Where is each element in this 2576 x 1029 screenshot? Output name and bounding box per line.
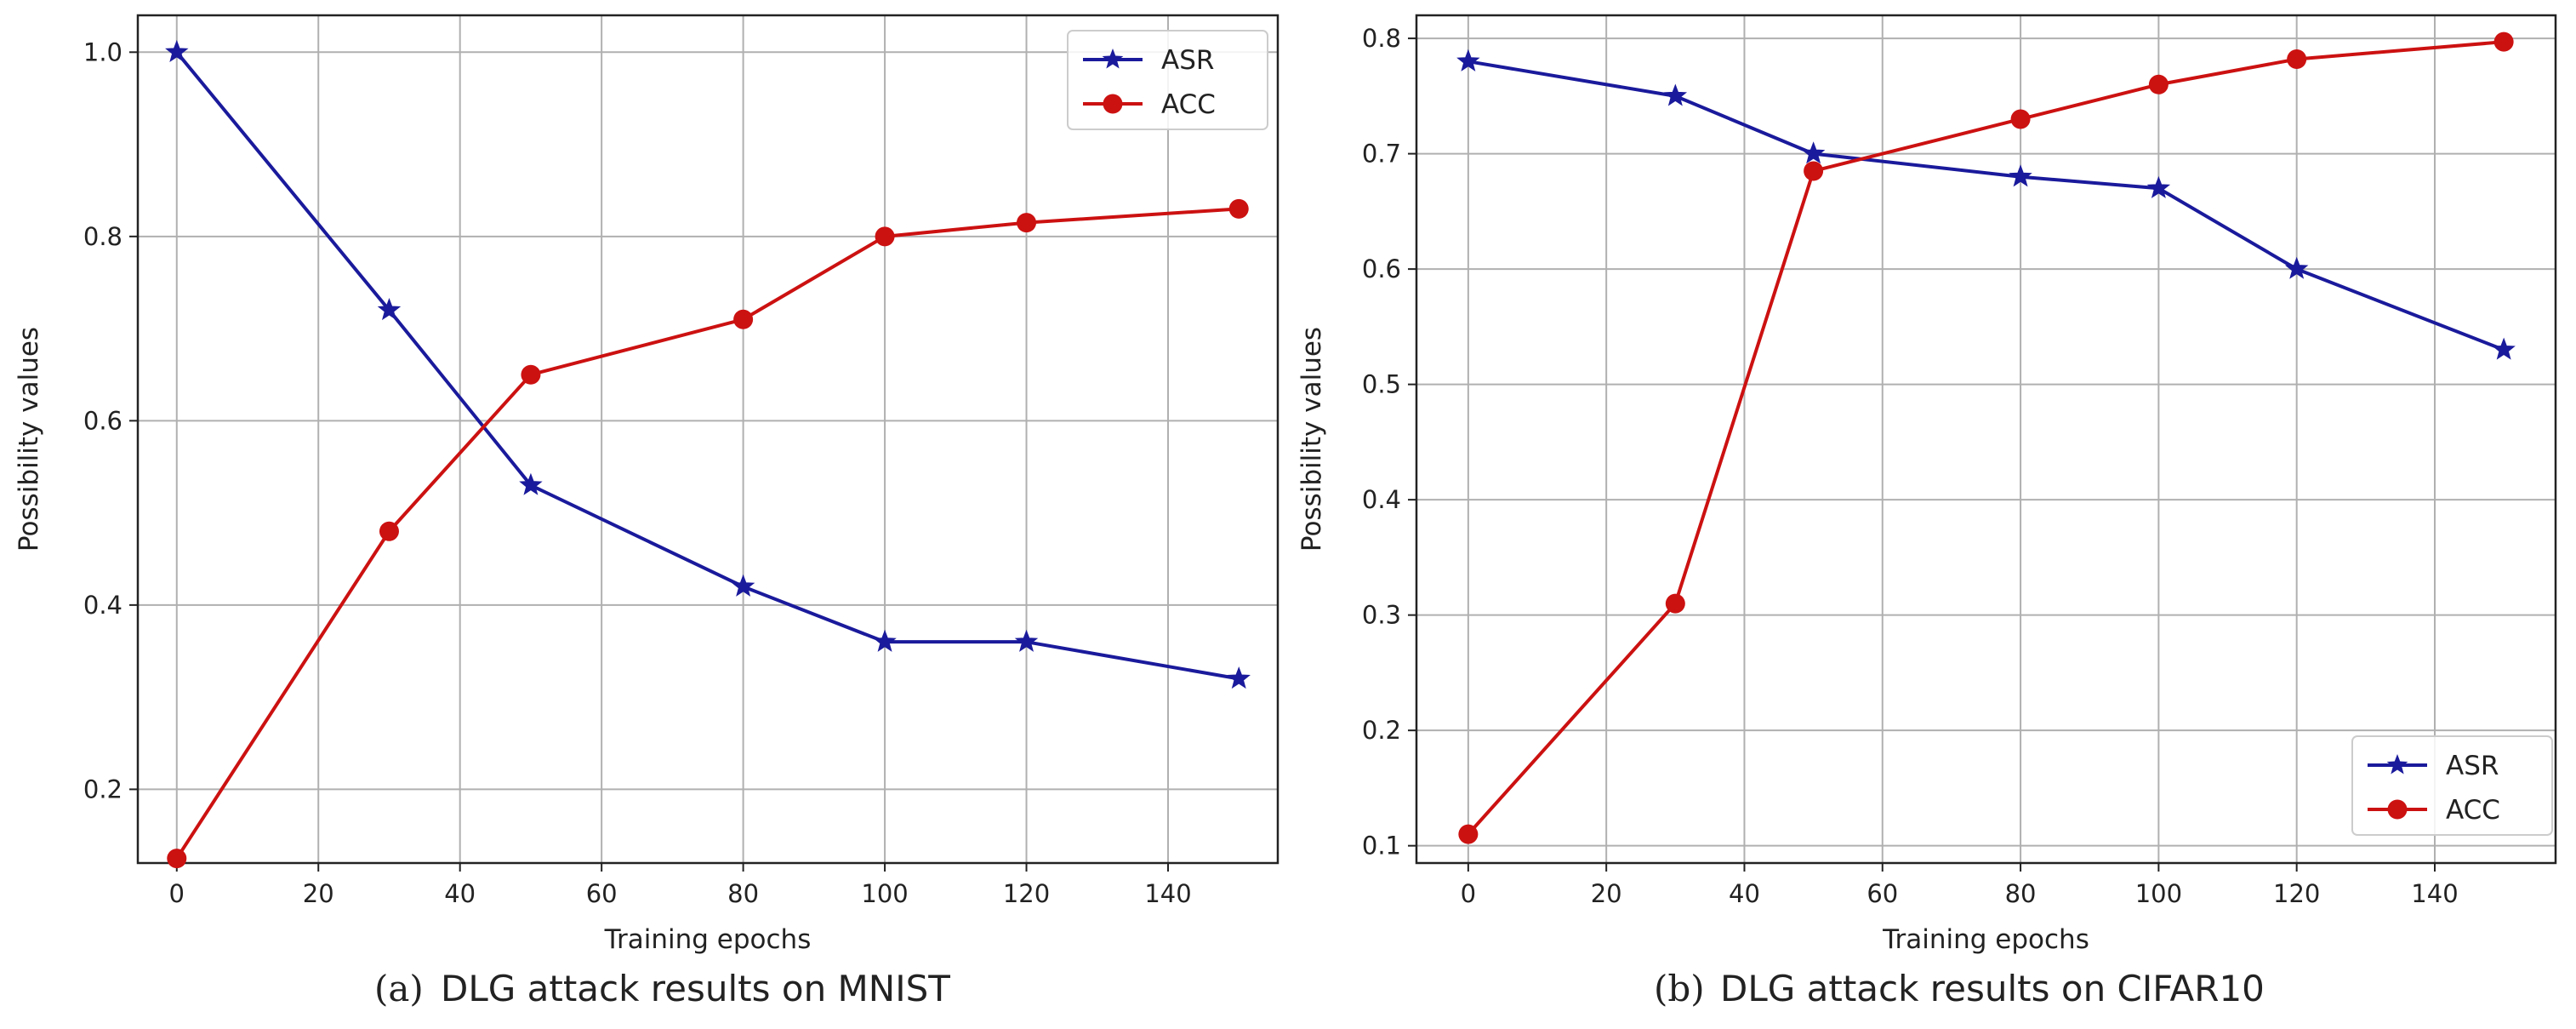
x-axis-label: Training epochs (1882, 924, 2089, 955)
data-point-acc (2493, 31, 2514, 52)
x-axis-ticks: 0 20 40 60 80 100 120 140 (169, 863, 1192, 908)
series-line-acc (175, 207, 1240, 860)
data-point-asr (377, 298, 402, 321)
data-point-asr (1014, 629, 1039, 652)
data-point-asr (2146, 175, 2171, 198)
x-tick-label: 20 (303, 879, 334, 908)
series-line-acc (1467, 40, 2505, 836)
y-tick-label: 0.8 (1362, 24, 1401, 53)
data-point-asr (873, 629, 897, 652)
x-tick-label: 80 (727, 879, 759, 908)
grid (138, 15, 1278, 863)
x-axis-ticks: 0 20 40 60 80 100 120 140 (1461, 863, 2459, 908)
y-tick-label: 0.6 (1362, 254, 1401, 283)
chart-panel-mnist: 0 20 40 60 80 100 120 140 0.2 0.4 0.6 0.8 1.0 Trainin… (14, 14, 1279, 1009)
x-tick-label: 120 (2273, 879, 2320, 908)
y-tick-label: 0.3 (1362, 601, 1401, 630)
y-tick-label: 0.2 (1362, 716, 1401, 745)
legend-marker-acc (1103, 94, 1123, 114)
data-point-acc (1017, 213, 1037, 233)
y-tick-label: 0.4 (83, 591, 123, 620)
legend: ASR ACC (2351, 735, 2553, 836)
grid (1416, 15, 2556, 863)
x-tick-label: 100 (861, 879, 908, 908)
data-point-asr (519, 472, 543, 495)
legend: ASR ACC (1067, 30, 1268, 130)
data-point-asr (1227, 666, 1251, 689)
y-tick-label: 0.5 (1362, 370, 1401, 399)
x-tick-label: 120 (1003, 879, 1050, 908)
y-axis-label: Possibility values (1297, 327, 1327, 552)
y-tick-label: 0.2 (83, 775, 123, 803)
y-tick-label: 0.4 (1362, 485, 1401, 514)
y-tick-label: 0.6 (83, 406, 123, 435)
x-tick-label: 100 (2135, 879, 2182, 908)
chart-panel-cifar10: 0 20 40 60 80 100 120 1400.10.20.30.40.50.60.70… (1297, 14, 2557, 1009)
series-acc (167, 198, 1249, 869)
data-point-asr (2009, 164, 2032, 187)
caption-title: DLG attack results on MNIST (441, 968, 950, 1009)
caption-panel-letter: (b) (1654, 968, 1705, 1009)
x-tick-label: 80 (2005, 879, 2037, 908)
y-tick-label: 0.8 (83, 222, 123, 251)
x-tick-label: 0 (1461, 879, 1476, 908)
x-tick-label: 60 (1866, 879, 1898, 908)
x-axis-label: Training epochs (604, 924, 812, 955)
data-point-acc (875, 226, 895, 247)
data-point-acc (733, 309, 754, 329)
y-axis-label: Possibility values (14, 327, 44, 552)
data-point-asr (1801, 141, 1826, 164)
data-point-acc (2010, 109, 2031, 129)
data-point-acc (379, 521, 399, 541)
x-tick-label: 140 (1144, 879, 1191, 908)
data-point-acc (521, 364, 541, 385)
legend-label-acc: ACC (2446, 795, 2500, 826)
data-point-asr (1663, 83, 1688, 106)
data-point-acc (1804, 161, 1824, 181)
legend-marker-asr (2386, 754, 2408, 775)
series-asr (1456, 49, 2516, 360)
x-tick-label: 40 (1729, 879, 1760, 908)
data-point-asr (2284, 256, 2309, 279)
series-acc (1458, 31, 2514, 844)
y-axis-ticks: 0.1 0.2 0.3 0.4 0.5 0.6 0.7 0.8 (1362, 24, 1416, 860)
y-tick-label: 0.7 (1362, 140, 1401, 169)
data-point-acc (1458, 824, 1479, 844)
y-axis-ticks: 0.2 0.4 0.6 0.8 1.0 (83, 37, 138, 803)
legend-label-asr: ASR (2446, 751, 2499, 781)
x-tick-label: 40 (444, 879, 476, 908)
data-point-asr (1456, 49, 1480, 71)
axes-frame (1415, 14, 2557, 865)
legend-label-asr: ASR (1161, 45, 1214, 76)
x-tick-label: 20 (1591, 879, 1622, 908)
data-point-acc (2287, 49, 2307, 69)
data-point-acc (1665, 593, 1685, 614)
x-tick-label: 140 (2411, 879, 2458, 908)
data-point-asr (165, 39, 189, 62)
caption-panel-letter: (a) (374, 968, 424, 1009)
x-tick-label: 60 (586, 879, 618, 908)
x-tick-label: 0 (169, 879, 185, 908)
legend-label-acc: ACC (1161, 89, 1216, 120)
series-line-asr (175, 51, 1240, 681)
series-line-asr (1468, 60, 2505, 352)
series-asr (165, 39, 1251, 689)
data-point-acc (167, 849, 187, 869)
y-tick-label: 1.0 (83, 37, 123, 66)
data-point-acc (1228, 198, 1249, 219)
data-point-asr (2492, 337, 2516, 360)
y-tick-label: 0.1 (1362, 832, 1401, 860)
data-point-asr (731, 574, 755, 597)
legend-marker-acc (2387, 799, 2408, 820)
caption-title: DLG attack results on CIFAR10 (1720, 968, 2265, 1009)
data-point-acc (2148, 74, 2169, 94)
axes-frame (136, 14, 1279, 865)
legend-marker-asr (1102, 49, 1124, 69)
